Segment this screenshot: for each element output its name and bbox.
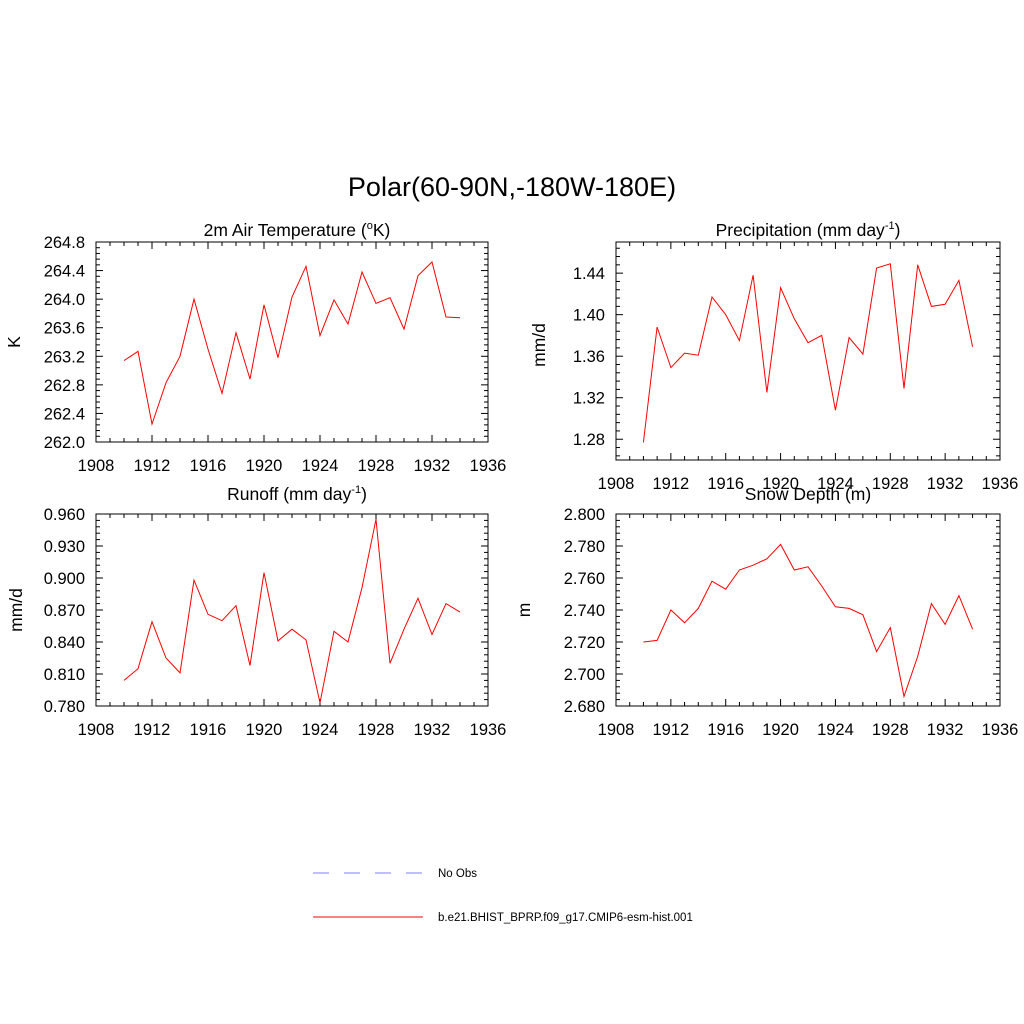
x-tick-label: 1908 [598,475,635,493]
x-tick-label: 1912 [134,457,171,475]
y-tick-label: 2.700 [564,666,605,684]
y-axis-label: mm/d [529,323,549,367]
y-tick-label: 2.760 [564,570,605,588]
x-tick-label: 1928 [358,721,395,739]
x-tick-label: 1936 [470,457,507,475]
x-tick-label: 1936 [470,721,507,739]
x-tick-label: 1928 [872,475,909,493]
series-line [123,519,461,703]
y-axis-label: mm/d [6,588,26,632]
plot-frame [95,241,489,443]
y-axis-label: K [4,336,24,348]
plot-frame [615,241,1001,461]
x-tick-label: 1924 [302,721,339,739]
panel-title: Runoff (mm day-1) [227,484,367,504]
x-tick-label: 1908 [78,721,115,739]
x-tick-label: 1936 [982,721,1019,739]
x-tick-label: 1912 [134,721,171,739]
series-line [123,261,461,427]
plot-frame [615,513,1001,707]
chart-panel-3: 1908 1912 1916 1920 1924 1928 1932 1936 0.780 0.8… [6,484,506,739]
x-tick-label: 1920 [762,475,799,493]
y-tick-label: 264.8 [44,234,85,252]
y-tick-label: 0.930 [44,538,85,556]
x-tick-label: 1912 [652,475,689,493]
x-tick-label: 1932 [927,721,964,739]
y-tick-label: 2.680 [564,698,605,716]
x-tick-label: 1924 [817,475,854,493]
plot-frame [95,513,489,707]
panel-title: Snow Depth (m) [745,484,871,504]
x-tick-label: 1916 [707,721,744,739]
y-tick-label: 2.780 [564,538,605,556]
y-tick-label: 2.720 [564,634,605,652]
chart-panel-2: 1908 1912 1916 1920 1924 1928 1932 1936 1.28 1.32… [529,220,1018,493]
y-tick-label: 263.6 [44,320,85,338]
y-tick-label: 2.740 [564,602,605,620]
panel-title: 2m Air Temperature (oK) [204,220,391,240]
panel-title: Precipitation (mm day-1) [716,220,901,240]
y-tick-label: 0.870 [44,602,85,620]
x-tick-label: 1936 [982,475,1019,493]
y-tick-label: 262.0 [44,434,85,452]
y-axis-label: m [514,603,534,618]
y-tick-label: 262.4 [44,405,85,423]
chart-panels: 1908 1912 1916 1920 1924 1928 1932 1936 262.0 262… [4,220,1018,739]
x-tick-label: 1908 [598,721,635,739]
x-tick-label: 1920 [246,721,283,739]
figure-title: Polar(60-90N,-180W-180E) [348,172,676,202]
y-tick-label: 264.4 [44,263,85,281]
x-tick-label: 1932 [927,475,964,493]
y-tick-label: 263.2 [44,348,85,366]
x-tick-label: 1932 [414,721,451,739]
y-tick-label: 0.900 [44,570,85,588]
x-tick-label: 1916 [190,721,227,739]
y-tick-label: 1.44 [573,265,605,283]
y-tick-label: 0.810 [44,666,85,684]
x-tick-label: 1916 [190,457,227,475]
legend-label-no-obs: No Obs [438,868,477,880]
x-tick-label: 1920 [762,721,799,739]
legend: No Obs b.e21.BHIST_BPRP.f09_g17.CMIP6-es… [313,868,693,924]
x-tick-label: 1920 [246,457,283,475]
y-tick-label: 0.960 [44,506,85,524]
y-tick-label: 1.40 [573,307,605,325]
chart-panel-1: 1908 1912 1916 1920 1924 1928 1932 1936 262.0 262… [4,220,506,475]
x-tick-label: 1932 [414,457,451,475]
x-tick-label: 1928 [358,457,395,475]
series-line [643,543,974,699]
x-tick-label: 1912 [652,721,689,739]
y-tick-label: 1.28 [573,431,605,449]
x-tick-label: 1924 [817,721,854,739]
y-tick-label: 1.32 [573,390,605,408]
y-tick-label: 262.8 [44,377,85,395]
y-tick-label: 0.840 [44,634,85,652]
x-tick-label: 1928 [872,721,909,739]
series-line [642,263,974,443]
y-tick-label: 264.0 [44,291,85,309]
legend-label-model: b.e21.BHIST_BPRP.f09_g17.CMIP6-esm-hist.… [438,912,693,924]
y-tick-label: 1.36 [573,348,605,366]
y-tick-label: 0.780 [44,698,85,716]
x-tick-label: 1924 [302,457,339,475]
chart-panel-4: 1908 1912 1916 1920 1924 1928 1932 1936 2.680 2.7… [514,484,1018,739]
x-tick-label: 1916 [707,475,744,493]
y-tick-label: 2.800 [564,506,605,524]
x-tick-label: 1908 [78,457,115,475]
